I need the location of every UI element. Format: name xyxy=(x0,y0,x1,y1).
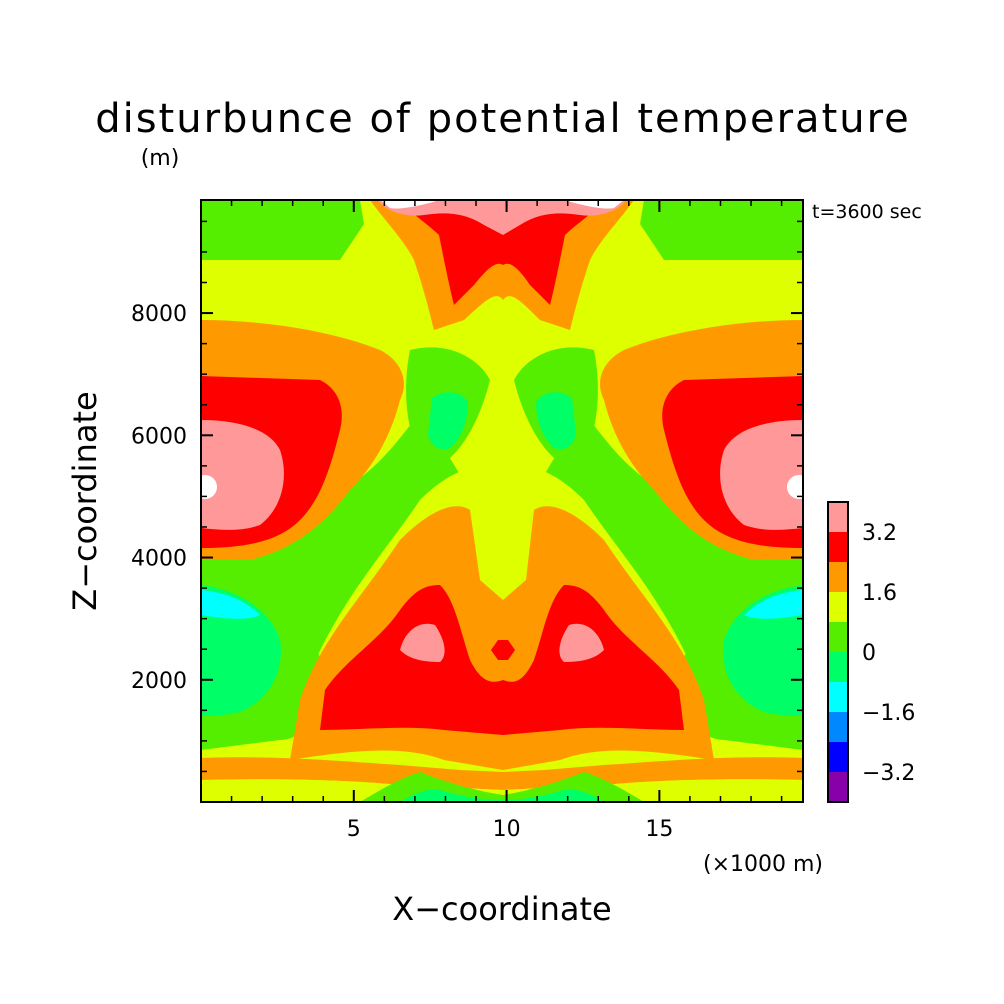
colorbar-swatch xyxy=(828,682,848,712)
field-pink-upper-right xyxy=(720,420,803,530)
field-cyan-lower-left xyxy=(201,590,260,619)
field-pink-upper-left xyxy=(201,420,284,530)
field-pink-lower-right xyxy=(559,623,604,662)
field-red-top-center xyxy=(400,200,604,305)
colorbar-tick-label: 0 xyxy=(862,641,876,666)
colorbar-swatch xyxy=(828,532,848,562)
colorbar-tick-label: −1.6 xyxy=(862,701,915,726)
contour-field xyxy=(201,200,803,802)
x-tick-label: 15 xyxy=(645,817,673,842)
field-white-left xyxy=(201,475,217,499)
field-yellow-bottom xyxy=(201,779,803,802)
colorbar-swatch xyxy=(828,622,848,652)
y-tick-label: 4000 xyxy=(131,547,187,572)
y-tick-label: 8000 xyxy=(131,302,187,327)
y-axis-unit: (m) xyxy=(141,146,180,171)
x-axis: 5 10 15 xyxy=(230,200,783,842)
x-axis-label: X−coordinate xyxy=(392,890,611,928)
x-tick-label: 10 xyxy=(493,817,521,842)
time-label: t=3600 sec xyxy=(812,201,922,223)
colorbar-tick-label: −3.2 xyxy=(862,761,915,786)
field-cyan-lower-right xyxy=(744,590,803,619)
colorbar-swatch xyxy=(828,772,848,802)
plot-frame xyxy=(200,199,804,803)
y-axis: 2000 4000 6000 8000 xyxy=(131,220,803,773)
colorbar-swatch xyxy=(828,712,848,742)
field-orange-bottom xyxy=(201,757,803,790)
colorbar-swatch xyxy=(828,592,848,622)
y-tick-label: 6000 xyxy=(131,424,187,449)
colorbar-swatch xyxy=(828,502,848,532)
colorbar-swatch xyxy=(828,652,848,682)
x-axis-unit: (×1000 m) xyxy=(703,852,823,877)
field-white-right xyxy=(787,475,803,499)
colorbar-tick-label: 3.2 xyxy=(862,521,897,546)
field-pink-lower-left xyxy=(400,623,445,662)
field-orange-top-center xyxy=(370,200,634,330)
y-axis-label: Z−coordinate xyxy=(66,391,104,610)
field-green-inner-right-dark xyxy=(536,392,576,450)
field-green-inner-left-dark xyxy=(428,392,468,450)
chart-title: disturbunce of potential temperature xyxy=(95,96,911,142)
field-red-lower xyxy=(320,585,684,735)
x-tick-label: 5 xyxy=(347,817,361,842)
colorbar-swatch xyxy=(828,742,848,772)
field-pink-top-center xyxy=(378,200,626,235)
colorbar: −3.2 −1.6 0 1.6 3.2 xyxy=(827,501,915,803)
colorbar-frame xyxy=(827,501,849,803)
field-green-bottom-2 xyxy=(400,789,604,802)
y-tick-label: 2000 xyxy=(131,669,187,694)
colorbar-swatch xyxy=(828,562,848,592)
colorbar-tick-label: 1.6 xyxy=(862,581,897,606)
field-red-lower-center xyxy=(491,640,515,660)
